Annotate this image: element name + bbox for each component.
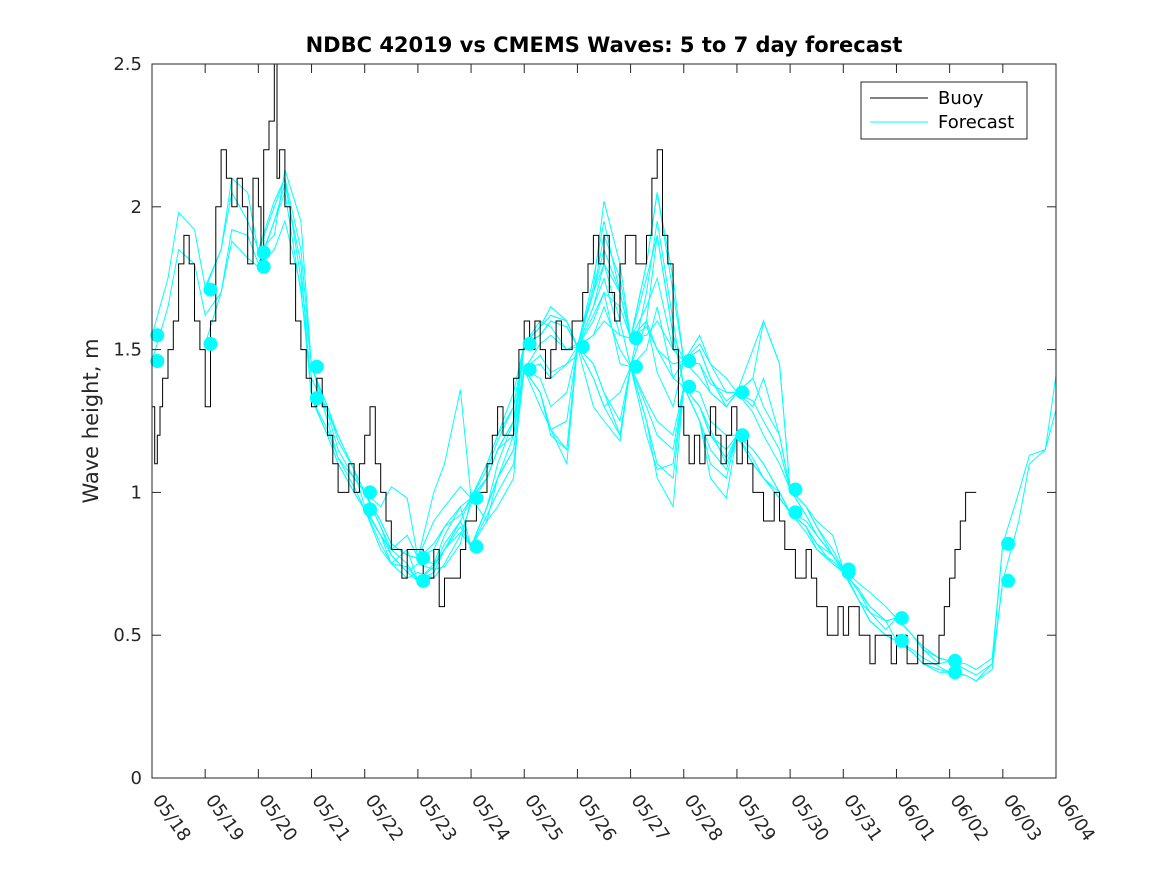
- forecast-marker: [628, 359, 643, 374]
- legend-forecast-label: Forecast: [938, 112, 1014, 133]
- y-tick-label: 1.5: [113, 340, 142, 361]
- y-tick-label: 0: [131, 768, 142, 789]
- y-tick-label: 0.5: [113, 625, 142, 646]
- forecast-marker: [1001, 573, 1016, 588]
- forecast-marker: [682, 379, 697, 394]
- plot-area: 05/18 05/19 05/20 05/21 05/22 05/23 05/24 05/25…: [113, 54, 1099, 845]
- forecast-marker: [682, 354, 697, 368]
- forecast-marker: [416, 573, 431, 588]
- forecast-marker: [309, 391, 324, 406]
- forecast-marker: [1001, 536, 1016, 551]
- forecast-marker: [522, 362, 537, 377]
- forecast-marker: [735, 428, 750, 443]
- y-axis-label: Wave height, m: [79, 338, 103, 503]
- forecast-marker: [948, 653, 962, 668]
- forecast-marker: [203, 282, 218, 297]
- forecast-marker: [522, 336, 537, 351]
- forecast-marker: [256, 259, 271, 274]
- forecast-marker: [948, 665, 962, 680]
- forecast-marker: [841, 565, 856, 580]
- y-tick-label: 2: [131, 197, 142, 218]
- forecast-marker: [416, 551, 431, 566]
- forecast-marker: [575, 339, 590, 354]
- forecast-marker: [150, 328, 165, 343]
- legend-box: [860, 81, 1028, 140]
- y-axis-ticks: 0 0.5 1 1.5 2 2.5: [113, 54, 1056, 789]
- forecast-marker: [363, 502, 377, 517]
- forecast-marker: [150, 354, 165, 368]
- buoy-line: [152, 63, 977, 665]
- forecast-marker: [363, 485, 377, 500]
- forecast-marker: [309, 359, 324, 374]
- legend: Buoy Forecast: [860, 81, 1028, 140]
- forecast-marker: [788, 505, 803, 520]
- forecast-marker: [628, 331, 643, 346]
- forecast-marker: [788, 482, 803, 497]
- forecast-marker: [735, 385, 750, 400]
- y-tick-label: 2.5: [113, 54, 142, 75]
- forecast-marker: [203, 336, 218, 351]
- forecast-marker: [469, 539, 484, 554]
- forecast-marker: [894, 633, 909, 648]
- forecast-marker: [256, 245, 271, 260]
- buoy-series-line: [152, 63, 977, 665]
- forecast-marker: [469, 491, 484, 506]
- axes-box: [151, 63, 1057, 779]
- forecast-marker: [894, 611, 909, 626]
- y-tick-label: 1: [131, 482, 142, 503]
- legend-buoy-label: Buoy: [938, 88, 984, 109]
- forecast-markers: [150, 245, 1016, 680]
- chart-title: NDBC 42019 vs CMEMS Waves: 5 to 7 day fo…: [306, 33, 903, 57]
